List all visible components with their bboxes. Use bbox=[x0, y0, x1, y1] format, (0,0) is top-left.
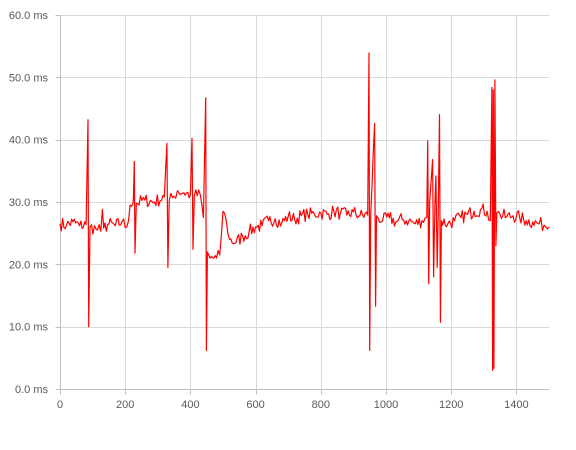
y-tick-label: 30.0 ms bbox=[9, 197, 49, 209]
y-tick-label: 50.0 ms bbox=[9, 72, 49, 84]
y-tick-label: 40.0 ms bbox=[9, 135, 49, 147]
x-tick-label: 1200 bbox=[439, 399, 463, 411]
x-tick-label: 0 bbox=[57, 399, 63, 411]
series-layer bbox=[59, 52, 550, 371]
x-tick-label: 1400 bbox=[504, 399, 528, 411]
latency-series-line bbox=[59, 52, 550, 371]
y-tick-label: 0.0 ms bbox=[15, 384, 49, 396]
y-tick-label: 60.0 ms bbox=[9, 10, 49, 22]
x-tick-label: 200 bbox=[116, 399, 134, 411]
x-tick-label: 800 bbox=[312, 399, 330, 411]
x-tick-label: 400 bbox=[181, 399, 199, 411]
y-tick-label: 20.0 ms bbox=[9, 259, 49, 271]
x-tick-label: 600 bbox=[246, 399, 264, 411]
x-tick-label: 1000 bbox=[374, 399, 398, 411]
axes bbox=[55, 15, 549, 395]
grid-lines bbox=[60, 15, 549, 389]
tick-labels: 0.0 ms 10.0 ms 20.0 ms 30.0 ms 40.0 ms 50.0 m… bbox=[9, 10, 529, 411]
y-tick-label: 10.0 ms bbox=[9, 322, 49, 334]
